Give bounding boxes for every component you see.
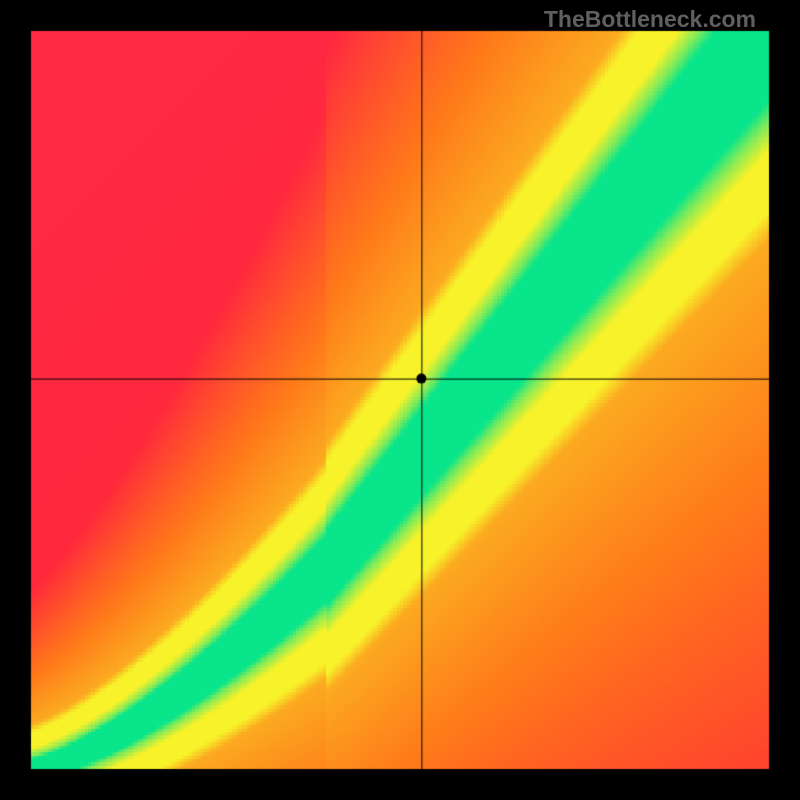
bottleneck-heatmap xyxy=(0,0,800,800)
watermark-text: TheBottleneck.com xyxy=(544,6,756,33)
chart-container: { "watermark": { "text": "TheBottleneck.… xyxy=(0,0,800,800)
